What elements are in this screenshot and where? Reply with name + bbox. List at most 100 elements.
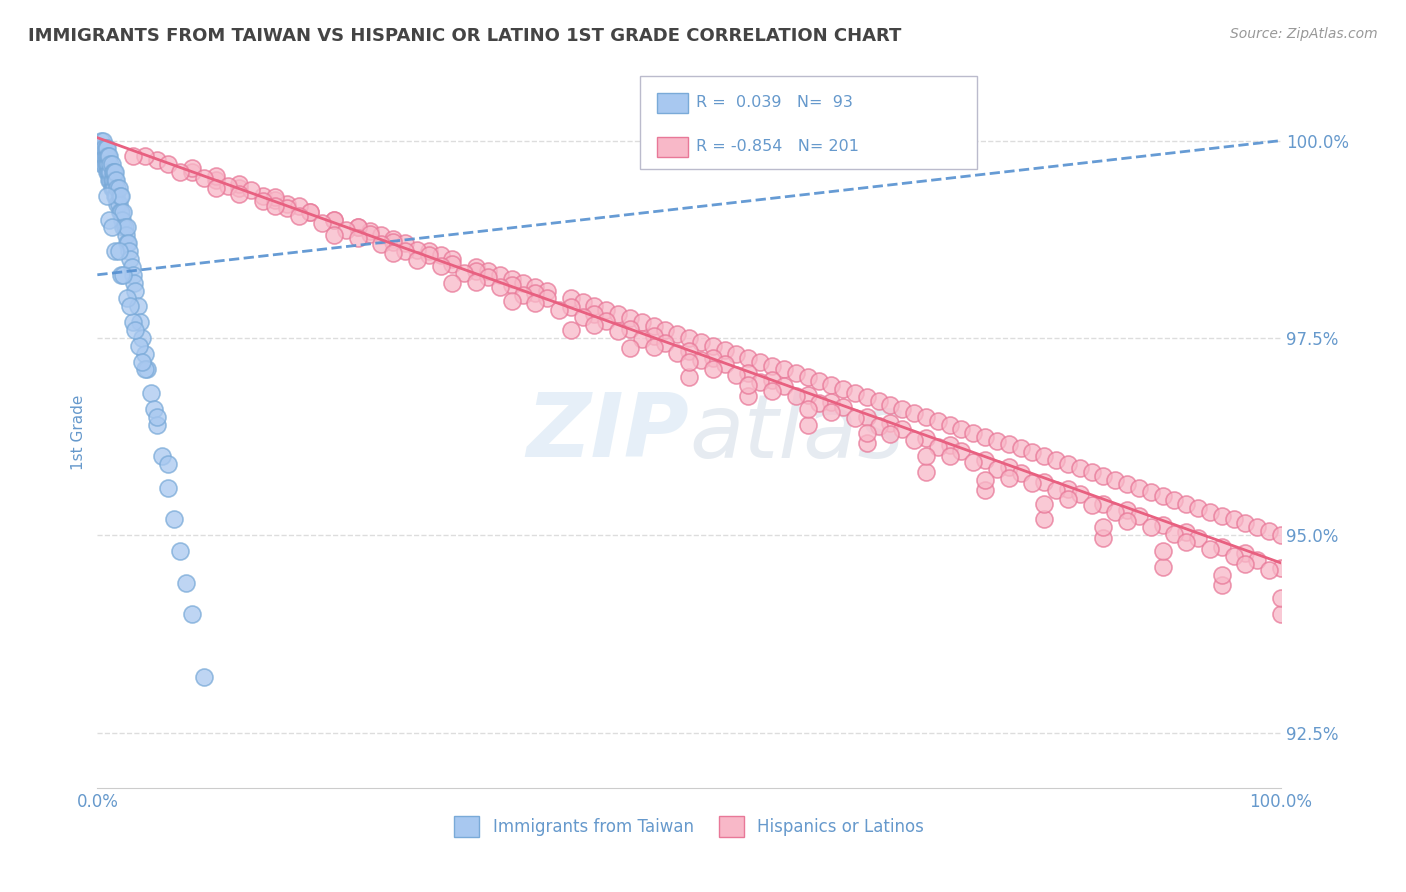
Point xyxy=(1152,518,1174,533)
Point xyxy=(104,189,127,203)
Point xyxy=(110,204,132,219)
Point xyxy=(143,401,166,416)
Point xyxy=(690,353,713,368)
Point xyxy=(104,173,127,187)
Point xyxy=(737,351,759,365)
Point xyxy=(891,401,914,416)
Point xyxy=(163,512,186,526)
Point xyxy=(583,299,606,313)
Point xyxy=(145,409,167,424)
Point xyxy=(820,405,842,419)
Point xyxy=(1116,514,1139,528)
Point xyxy=(619,341,641,355)
Point xyxy=(204,173,226,187)
Point xyxy=(323,212,346,227)
Point xyxy=(145,417,167,432)
Point xyxy=(619,322,641,336)
Point xyxy=(276,201,298,215)
Point xyxy=(136,362,159,376)
Point xyxy=(844,386,866,401)
Point xyxy=(1222,512,1244,526)
Point xyxy=(370,228,392,243)
Point xyxy=(1116,477,1139,491)
Point xyxy=(91,141,114,155)
Point xyxy=(737,388,759,402)
Point xyxy=(595,313,617,327)
Point xyxy=(1152,559,1174,574)
Point xyxy=(394,244,416,258)
Point xyxy=(772,379,794,393)
Point xyxy=(796,401,818,416)
Point xyxy=(1045,453,1067,467)
Point xyxy=(903,433,925,447)
Point xyxy=(346,220,368,235)
Point xyxy=(1270,528,1292,542)
Point xyxy=(107,244,129,258)
Point xyxy=(950,443,973,458)
Legend: Immigrants from Taiwan, Hispanics or Latinos: Immigrants from Taiwan, Hispanics or Lat… xyxy=(447,810,931,844)
Point xyxy=(115,292,138,306)
Point xyxy=(131,354,153,368)
Point xyxy=(311,216,333,230)
Point xyxy=(406,243,429,257)
Point xyxy=(115,236,138,251)
Point xyxy=(287,199,309,213)
Point xyxy=(101,181,124,195)
Point xyxy=(1139,519,1161,533)
Point xyxy=(477,270,499,285)
Point xyxy=(1116,503,1139,517)
Point xyxy=(112,204,135,219)
Point xyxy=(761,384,783,398)
Point xyxy=(94,149,117,163)
Point xyxy=(1104,473,1126,487)
Point xyxy=(974,453,997,467)
Point xyxy=(122,276,145,290)
Point xyxy=(121,149,143,163)
Point xyxy=(94,157,117,171)
Point xyxy=(997,437,1019,451)
Point xyxy=(1199,541,1222,556)
Point xyxy=(252,194,274,208)
Point xyxy=(240,183,263,197)
Point xyxy=(868,418,890,433)
Point xyxy=(228,177,250,191)
Point xyxy=(524,285,547,300)
Point xyxy=(1033,475,1056,489)
Point xyxy=(1010,466,1032,480)
Point xyxy=(98,165,121,179)
Point xyxy=(796,417,818,432)
Point xyxy=(855,409,877,424)
Point xyxy=(1080,465,1102,479)
Point xyxy=(323,228,346,243)
Point xyxy=(1222,549,1244,563)
Point xyxy=(1211,567,1233,582)
Point xyxy=(124,284,146,298)
Point xyxy=(121,268,143,282)
Point xyxy=(359,227,381,241)
Point xyxy=(749,375,772,389)
Point xyxy=(488,268,510,282)
Point xyxy=(713,343,735,357)
Point xyxy=(108,189,131,203)
Point xyxy=(406,252,429,267)
Point xyxy=(1187,500,1209,515)
Point xyxy=(1033,450,1056,464)
Point xyxy=(112,268,135,282)
Point xyxy=(666,346,689,360)
Point xyxy=(643,340,665,354)
Point xyxy=(299,204,322,219)
Point xyxy=(394,236,416,251)
Point xyxy=(560,292,582,306)
Point xyxy=(276,196,298,211)
Point xyxy=(820,395,842,409)
Point xyxy=(997,470,1019,484)
Point xyxy=(90,134,112,148)
Point xyxy=(465,275,488,289)
Point xyxy=(90,149,112,163)
Point xyxy=(536,284,558,298)
Point xyxy=(228,181,250,195)
Point xyxy=(1021,476,1043,491)
Point xyxy=(832,382,855,396)
Point xyxy=(690,334,713,349)
Point xyxy=(737,366,759,380)
